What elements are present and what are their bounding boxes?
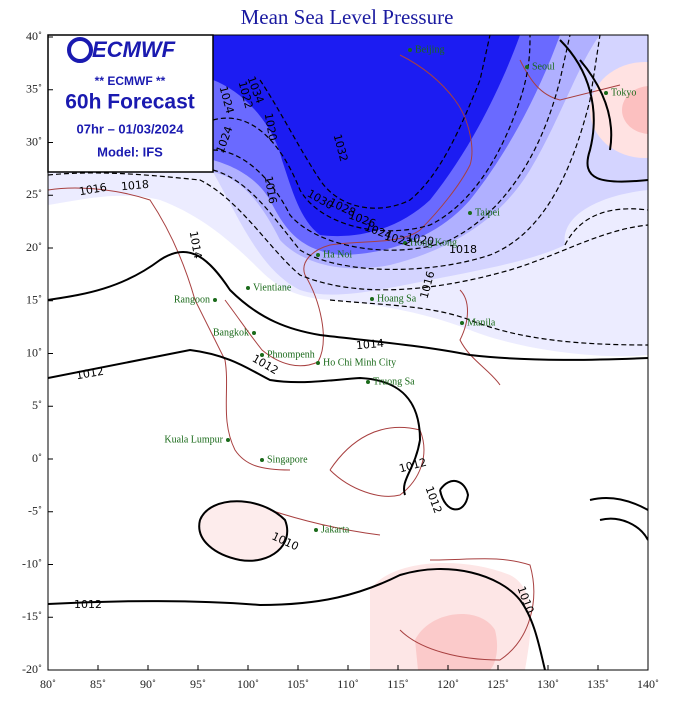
y-tick-label: -5˚ [28,504,42,518]
city-marker [525,65,529,69]
logo-subtitle: ** ECMWF ** [95,74,166,88]
cities: Beijing Seoul Tokyo Taipei Hong Kong Ha Noi Vi… [164,44,636,535]
x-tick-label: 100˚ [237,677,259,691]
city-label: Hong Kong [410,237,457,248]
isobar-label: 1012 [75,365,105,383]
y-tick-label: 35˚ [26,82,42,96]
city-label: Rangoon [174,294,210,305]
x-tick-label: 125˚ [487,677,509,691]
pressure-band [415,613,498,670]
city-label: Truong Sa [373,376,415,387]
city-marker [213,298,217,302]
x-tick-label: 85˚ [90,677,106,691]
city-label: Vientiane [253,282,292,293]
y-tick-label: 30˚ [26,134,42,148]
x-tick-label: 130˚ [537,677,559,691]
city-marker [314,528,318,532]
y-tick-label: 5˚ [32,398,42,412]
logo-brand: ECMWF [92,37,176,62]
y-tick-label: 20˚ [26,240,42,254]
city-marker [460,321,464,325]
city-label: Singapore [267,454,308,465]
logo-box: ECMWF ** ECMWF ** 60h Forecast 07hr – 01… [47,34,214,173]
city-label: Ho Chi Minh City [323,357,396,368]
city-marker [260,353,264,357]
x-tick-label: 140˚ [637,677,659,691]
city-label: Kuala Lumpur [164,434,223,445]
isobar-label: 1016 [262,175,280,205]
city-marker [252,331,256,335]
isobar-label: 1012 [74,598,102,611]
city-marker [260,458,264,462]
x-tick-label: 105˚ [287,677,309,691]
logo-mark [67,37,93,63]
city-marker [403,241,407,245]
x-tick-label: 120˚ [437,677,459,691]
city-marker [226,438,230,442]
y-tick-label: 10˚ [26,345,42,359]
city-label: Jakarta [321,524,350,535]
city-label: Tokyo [611,87,636,98]
y-tick-label: -15˚ [22,609,42,623]
isobar-label: 1014 [355,337,384,352]
y-tick-label: -10˚ [22,556,42,570]
city-label: Phnompenh [267,349,315,360]
city-label: Beijing [415,44,444,55]
logo-time: 07hr – 01/03/2024 [77,121,185,136]
city-label: Seoul [532,61,555,72]
city-marker [468,211,472,215]
city-marker [370,297,374,301]
logo-model: Model: IFS [97,144,163,159]
isobar-label: 1016 [78,181,108,199]
x-tick-label: 90˚ [140,677,156,691]
city-marker [246,286,250,290]
y-tick-label: 40˚ [26,29,42,43]
isobars-low [48,39,648,670]
isobars-high [48,35,648,346]
city-marker [316,253,320,257]
city-label: Manila [467,317,496,328]
city-marker [408,48,412,52]
pressure-band [590,62,648,158]
x-tick-label: 110˚ [337,677,359,691]
city-label: Ha Noi [323,249,352,260]
city-label: Bangkok [213,327,249,338]
pressure-band [622,86,648,134]
logo-forecast: 60h Forecast [65,91,195,114]
map: Beijing Seoul Tokyo Taipei Hong Kong Ha Noi Vi… [48,35,648,670]
city-label: Hoang Sa [377,293,417,304]
isobar-label: 1018 [120,178,149,193]
isobar-label: 1014 [187,230,205,260]
y-tick-label: 15˚ [26,293,42,307]
x-tick-label: 135˚ [587,677,609,691]
y-tick-label: 25˚ [26,187,42,201]
x-tick-label: 95˚ [190,677,206,691]
axis-ticks: 80˚ 85˚ 90˚ 95˚ 100˚ 105˚ 110˚ 115˚ 120˚ 125˚ 130˚… [22,29,659,691]
city-marker [366,380,370,384]
x-tick-label: 115˚ [387,677,409,691]
isobar-label: 1020 [262,112,280,142]
isobar-label: 1020 [405,231,435,249]
city-marker [604,91,608,95]
pressure-band [199,501,288,561]
pressure-band [213,35,520,237]
y-tick-label: 0˚ [32,451,42,465]
y-tick-label: -20˚ [22,662,42,676]
city-marker [316,361,320,365]
isobar-label: 1018 [449,243,477,256]
city-label: Taipei [475,207,500,218]
title: Mean Sea Level Pressure [241,5,454,29]
x-tick-label: 80˚ [40,677,56,691]
